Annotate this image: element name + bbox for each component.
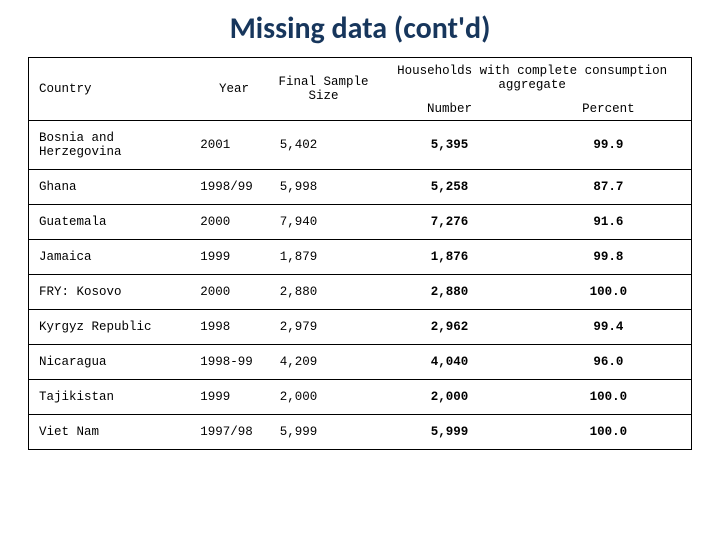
table-row: Viet Nam1997/985,9995,999100.0 [29, 415, 692, 450]
table-row: Guatemala20007,9407,27691.6 [29, 205, 692, 240]
cell-sample: 2,880 [274, 275, 373, 310]
cell-year: 2001 [194, 121, 274, 170]
header-sample: Final Sample Size [274, 58, 373, 121]
table-row: Bosnia and Herzegovina20015,4025,39599.9 [29, 121, 692, 170]
cell-percent: 100.0 [526, 275, 692, 310]
cell-number: 2,880 [373, 275, 525, 310]
cell-sample: 4,209 [274, 345, 373, 380]
cell-number: 2,000 [373, 380, 525, 415]
cell-sample: 5,402 [274, 121, 373, 170]
cell-country: Guatemala [29, 205, 195, 240]
cell-sample: 7,940 [274, 205, 373, 240]
cell-country: Viet Nam [29, 415, 195, 450]
cell-year: 1998 [194, 310, 274, 345]
cell-number: 5,395 [373, 121, 525, 170]
cell-country: Jamaica [29, 240, 195, 275]
header-country: Country [29, 58, 195, 121]
cell-percent: 91.6 [526, 205, 692, 240]
cell-country: Tajikistan [29, 380, 195, 415]
cell-country: FRY: Kosovo [29, 275, 195, 310]
cell-percent: 99.9 [526, 121, 692, 170]
cell-number: 1,876 [373, 240, 525, 275]
cell-percent: 100.0 [526, 415, 692, 450]
table-row: Nicaragua1998-994,2094,04096.0 [29, 345, 692, 380]
table-row: Jamaica19991,8791,87699.8 [29, 240, 692, 275]
table-row: Kyrgyz Republic19982,9792,96299.4 [29, 310, 692, 345]
header-households: Households with complete consumption agg… [373, 58, 691, 99]
cell-year: 2000 [194, 275, 274, 310]
cell-percent: 100.0 [526, 380, 692, 415]
table-row: FRY: Kosovo20002,8802,880100.0 [29, 275, 692, 310]
cell-sample: 5,998 [274, 170, 373, 205]
cell-number: 4,040 [373, 345, 525, 380]
cell-percent: 99.4 [526, 310, 692, 345]
cell-number: 7,276 [373, 205, 525, 240]
cell-percent: 96.0 [526, 345, 692, 380]
cell-percent: 99.8 [526, 240, 692, 275]
header-number: Number [373, 98, 525, 121]
cell-year: 1998-99 [194, 345, 274, 380]
table-row: Ghana1998/995,9985,25887.7 [29, 170, 692, 205]
cell-year: 2000 [194, 205, 274, 240]
cell-year: 1997/98 [194, 415, 274, 450]
page-title: Missing data (cont'd) [28, 10, 692, 47]
cell-sample: 1,879 [274, 240, 373, 275]
cell-sample: 2,979 [274, 310, 373, 345]
cell-number: 5,999 [373, 415, 525, 450]
cell-sample: 2,000 [274, 380, 373, 415]
cell-country: Nicaragua [29, 345, 195, 380]
header-percent: Percent [526, 98, 692, 121]
cell-year: 1999 [194, 240, 274, 275]
cell-sample: 5,999 [274, 415, 373, 450]
cell-number: 5,258 [373, 170, 525, 205]
header-year: Year [194, 58, 274, 121]
cell-number: 2,962 [373, 310, 525, 345]
cell-country: Kyrgyz Republic [29, 310, 195, 345]
data-table: Country Year Final Sample Size Household… [28, 57, 692, 450]
table-row: Tajikistan19992,0002,000100.0 [29, 380, 692, 415]
cell-country: Bosnia and Herzegovina [29, 121, 195, 170]
cell-year: 1998/99 [194, 170, 274, 205]
cell-country: Ghana [29, 170, 195, 205]
cell-percent: 87.7 [526, 170, 692, 205]
cell-year: 1999 [194, 380, 274, 415]
